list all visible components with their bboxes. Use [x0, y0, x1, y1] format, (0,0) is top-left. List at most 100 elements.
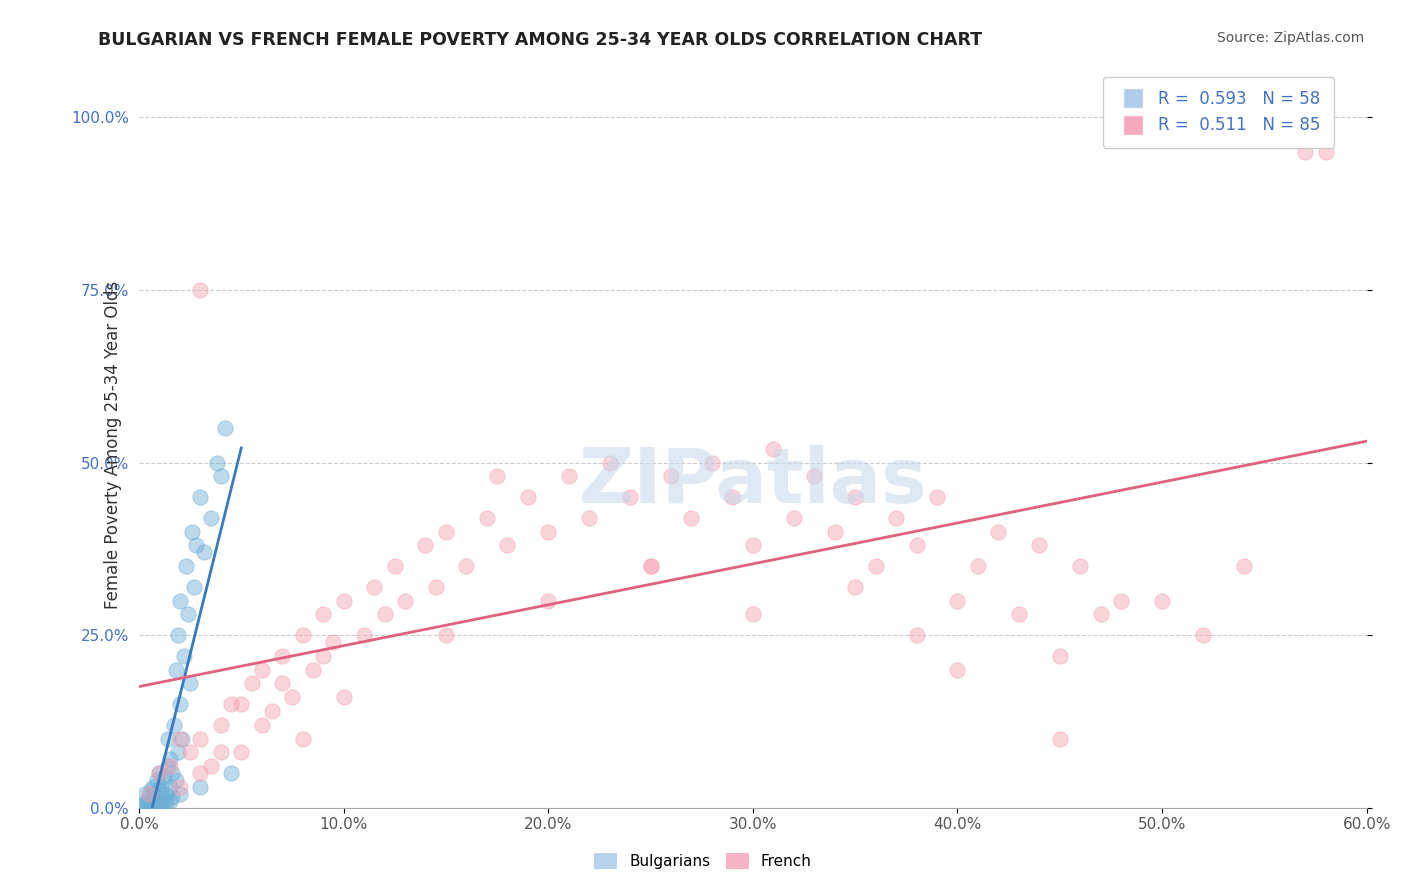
Point: [987, 524, 1010, 539]
Point: [169, 787, 191, 801]
Point: [209, 746, 232, 760]
Point: [200, 759, 222, 773]
Text: Source: ZipAtlas.com: Source: ZipAtlas.com: [1216, 31, 1364, 45]
Point: [143, 797, 166, 812]
Point: [143, 787, 166, 801]
Point: [148, 799, 170, 814]
Point: [205, 456, 228, 470]
Point: [516, 490, 538, 504]
Point: [169, 593, 191, 607]
Point: [138, 797, 160, 812]
Point: [619, 490, 641, 504]
Point: [415, 538, 437, 552]
Point: [425, 580, 447, 594]
Point: [159, 752, 181, 766]
Point: [783, 510, 806, 524]
Point: [231, 697, 253, 711]
Point: [271, 648, 294, 663]
Point: [946, 593, 969, 607]
Point: [250, 718, 273, 732]
Point: [434, 524, 457, 539]
Point: [134, 787, 156, 801]
Point: [146, 773, 169, 788]
Point: [824, 524, 846, 539]
Y-axis label: Female Poverty Among 25-34 Year Olds: Female Poverty Among 25-34 Year Olds: [104, 281, 122, 609]
Point: [281, 690, 304, 705]
Point: [165, 773, 187, 788]
Point: [148, 766, 170, 780]
Point: [332, 593, 354, 607]
Point: [173, 648, 195, 663]
Point: [132, 799, 155, 814]
Point: [174, 559, 197, 574]
Point: [186, 538, 208, 552]
Point: [148, 798, 170, 813]
Point: [214, 421, 236, 435]
Point: [884, 510, 907, 524]
Point: [160, 790, 183, 805]
Point: [169, 780, 191, 794]
Point: [363, 580, 385, 594]
Point: [188, 780, 211, 794]
Point: [640, 559, 662, 574]
Point: [312, 648, 335, 663]
Point: [209, 469, 232, 483]
Point: [1049, 648, 1071, 663]
Point: [159, 794, 181, 808]
Point: [681, 510, 703, 524]
Point: [231, 746, 253, 760]
Text: ZIPatlas: ZIPatlas: [578, 444, 927, 518]
Point: [291, 628, 314, 642]
Point: [181, 524, 204, 539]
Point: [152, 794, 174, 808]
Point: [721, 490, 744, 504]
Point: [209, 718, 232, 732]
Point: [271, 676, 294, 690]
Point: [394, 593, 416, 607]
Point: [179, 746, 201, 760]
Point: [166, 746, 188, 760]
Point: [353, 628, 375, 642]
Point: [865, 559, 887, 574]
Point: [188, 766, 211, 780]
Point: [148, 794, 170, 808]
Point: [312, 607, 335, 622]
Point: [762, 442, 785, 456]
Point: [240, 676, 263, 690]
Point: [141, 797, 163, 812]
Point: [146, 790, 169, 805]
Point: [1294, 145, 1316, 159]
Point: [332, 690, 354, 705]
Point: [741, 538, 763, 552]
Point: [169, 697, 191, 711]
Point: [148, 783, 170, 797]
Point: [1028, 538, 1050, 552]
Point: [384, 559, 406, 574]
Point: [599, 456, 621, 470]
Point: [537, 524, 560, 539]
Point: [322, 635, 344, 649]
Point: [250, 663, 273, 677]
Point: [659, 469, 682, 483]
Point: [1315, 145, 1337, 159]
Point: [155, 795, 177, 809]
Point: [142, 792, 165, 806]
Point: [640, 559, 662, 574]
Point: [1069, 559, 1091, 574]
Point: [557, 469, 579, 483]
Point: [183, 580, 205, 594]
Point: [177, 607, 200, 622]
Point: [291, 731, 314, 746]
Point: [302, 663, 325, 677]
Point: [1109, 593, 1132, 607]
Point: [200, 510, 222, 524]
Point: [169, 731, 191, 746]
Point: [134, 797, 156, 812]
Point: [170, 731, 193, 746]
Point: [141, 795, 163, 809]
Point: [905, 628, 928, 642]
Point: [166, 628, 188, 642]
Point: [803, 469, 825, 483]
Point: [219, 766, 242, 780]
Point: [1152, 593, 1174, 607]
